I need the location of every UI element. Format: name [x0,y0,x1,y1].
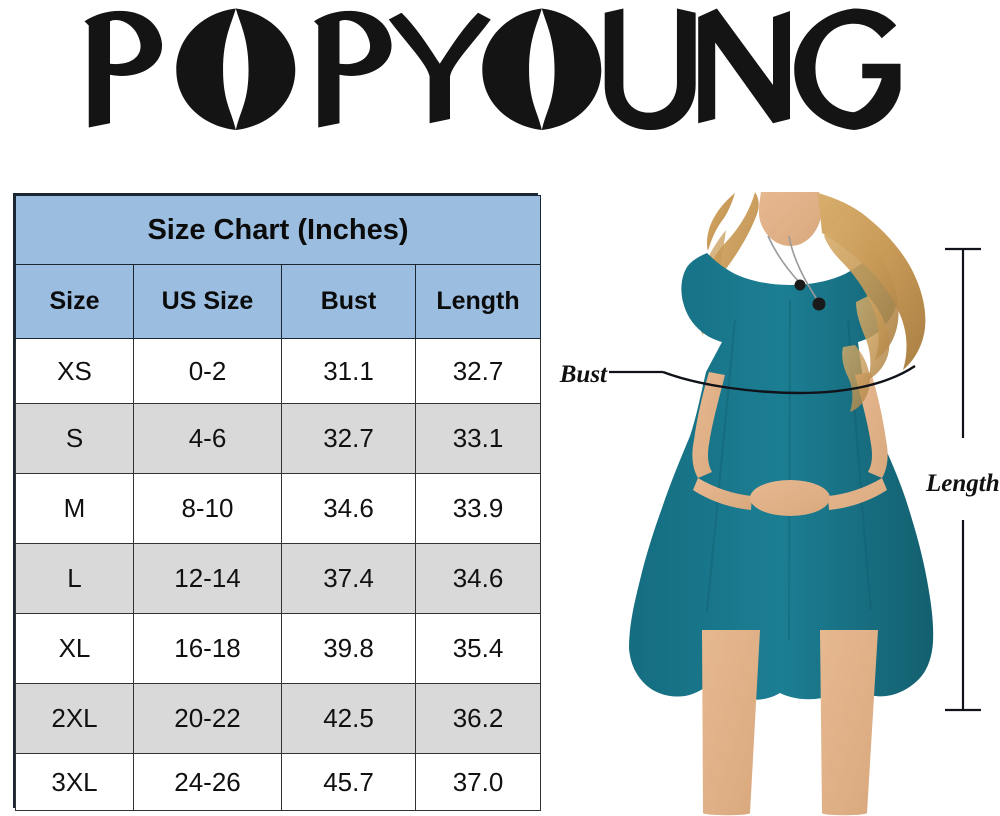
svg-text:Bust: Bust [559,361,608,388]
svg-text:Length: Length [925,470,1000,497]
